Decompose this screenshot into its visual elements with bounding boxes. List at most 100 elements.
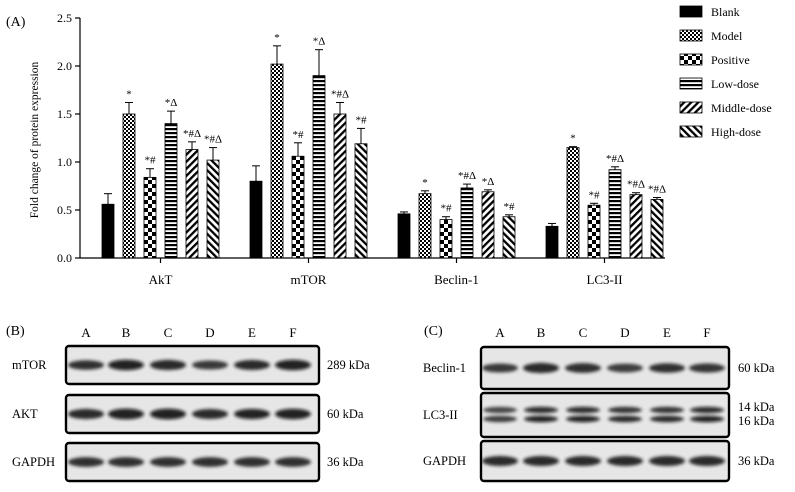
blot-band: [108, 457, 144, 467]
panel-b-label: (B): [6, 324, 25, 339]
legend-swatch-blank: [679, 5, 703, 18]
blot-band: [275, 457, 311, 467]
legend: Blank Model Positive Low-dose Middle-dose Hig…: [679, 5, 772, 139]
blot-band: [192, 409, 228, 419]
lane-label: B: [122, 325, 131, 340]
legend-label: Low-dose: [711, 77, 759, 91]
lane-label: C: [164, 325, 173, 340]
blot-band: [523, 456, 559, 466]
blot-size-label: 36 kDa: [738, 454, 775, 468]
panel-c-label: (C): [424, 324, 443, 339]
blot-band: [150, 408, 186, 420]
legend-label: Positive: [711, 53, 750, 67]
bar-positive-beclin-1: [439, 219, 453, 259]
blot-band: [68, 457, 104, 467]
blot-band: [565, 363, 601, 373]
blot-band: [608, 406, 642, 414]
blot-size-label: 60 kDa: [327, 407, 364, 421]
bar-model-mtor: [270, 63, 284, 259]
bar-low-dose-mtor: [312, 75, 326, 259]
bar-high-dose-mtor: [354, 143, 368, 259]
legend-swatch-high-dose: [679, 125, 703, 138]
legend-label: Model: [711, 29, 743, 43]
significance-label: *: [126, 88, 132, 100]
blot-band: [608, 415, 642, 423]
bar-high-dose-lc3-ii: [650, 199, 664, 259]
y-tick-label: 2.0: [57, 59, 72, 73]
significance-label: *#: [145, 155, 157, 167]
blot-band: [690, 406, 724, 414]
bar-blank-mtor: [249, 180, 263, 259]
legend-swatch-model: [679, 29, 703, 42]
blot-band: [524, 415, 558, 423]
blot-size-label: 16 kDa: [738, 414, 775, 428]
blot-band: [566, 406, 600, 414]
blot-size-label: 60 kDa: [738, 361, 775, 375]
blot-band: [275, 408, 311, 420]
legend-label: Blank: [711, 5, 740, 19]
bar-middle-dose-beclin-1: [481, 191, 495, 259]
significance-label: *#Δ: [331, 88, 349, 100]
bar-chart: Fold change of protein expression 0.0 0.5…: [29, 5, 772, 287]
bar-model-lc3-ii: [566, 147, 580, 259]
blot-band: [150, 457, 186, 467]
blot-row-label: mTOR: [12, 358, 47, 372]
blot-row-label: LC3-II: [423, 408, 458, 422]
lane-label: F: [289, 325, 296, 340]
legend-swatch-middle-dose: [679, 101, 703, 114]
blot-band: [275, 359, 311, 371]
blot-band: [565, 456, 601, 466]
lane-label: F: [703, 325, 710, 340]
bar-high-dose-akt: [206, 159, 220, 259]
blot-band: [234, 360, 270, 370]
blot-band: [192, 360, 228, 370]
blot-band: [566, 415, 600, 423]
blot-membrane: [479, 391, 731, 439]
bar-model-akt: [122, 113, 136, 259]
lane-label: B: [537, 325, 546, 340]
blot-band: [234, 457, 270, 467]
blot-size-label: 36 kDa: [327, 455, 364, 469]
blot-band: [650, 406, 684, 414]
blot-band: [150, 359, 186, 371]
blot-band: [68, 408, 104, 420]
lane-label: E: [663, 325, 671, 340]
bar-middle-dose-akt: [185, 149, 199, 259]
blot-band: [649, 456, 685, 466]
y-tick-label: 0.5: [57, 203, 72, 217]
bar-blank-akt: [101, 203, 115, 259]
lane-label: A: [495, 325, 505, 340]
blot-band: [108, 408, 144, 420]
y-tick-label: 0.0: [57, 251, 72, 265]
significance-label: *Δ: [313, 36, 326, 48]
significance-label: *#: [589, 189, 601, 201]
blot-band: [483, 406, 517, 414]
bar-high-dose-beclin-1: [502, 216, 516, 259]
lane-label: D: [205, 325, 214, 340]
legend-swatch-positive: [679, 53, 703, 66]
blot-band: [482, 456, 518, 466]
blot-band: [650, 415, 684, 423]
significance-label: *: [274, 32, 280, 44]
blot-band: [689, 456, 725, 466]
legend-label: High-dose: [711, 125, 761, 139]
lane-label: A: [81, 325, 91, 340]
blot-band: [192, 457, 228, 467]
significance-label: *#Δ: [204, 134, 222, 146]
significance-label: *#Δ: [606, 153, 624, 165]
blot-band: [108, 359, 144, 371]
bar-positive-mtor: [291, 155, 305, 259]
bar-blank-lc3-ii: [545, 225, 559, 259]
blot-band: [690, 415, 724, 423]
x-categories: AkT mTOR Beclin-1 LC3-II: [149, 258, 623, 287]
legend-swatch-low-dose: [679, 77, 703, 90]
panel-a-label: (A): [6, 15, 26, 30]
y-axis-label: Fold change of protein expression: [29, 62, 41, 219]
legend-label: Middle-dose: [711, 101, 772, 115]
bar-model-beclin-1: [418, 193, 432, 259]
lane-label: D: [620, 325, 629, 340]
blot-band: [482, 363, 518, 373]
